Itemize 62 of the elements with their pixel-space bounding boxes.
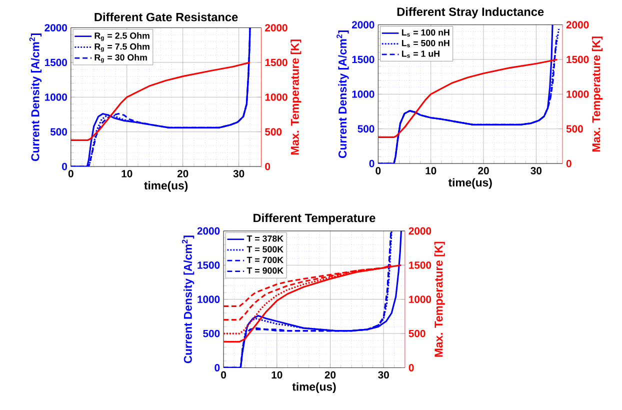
x-tick-label: 10 [122, 170, 132, 178]
y-tick-label: 1500 [45, 58, 67, 66]
chart-title: Different Temperature [254, 213, 376, 224]
y2-axis-title: Max. Temperature [K] [290, 39, 302, 154]
chart-title: Different Gate Resistance [94, 12, 238, 22]
y2-tick-label: 1500 [566, 56, 589, 63]
legend-label: T = 700K [246, 256, 284, 263]
x-axis-title: time(us) [448, 178, 492, 189]
chart-title: Different Stray Inductance [397, 7, 544, 18]
x-tick-label: 20 [324, 371, 336, 378]
y2-tick-label: 1500 [265, 58, 288, 66]
y2-tick-label: 500 [408, 330, 426, 338]
y-tick-label: 1000 [45, 93, 67, 101]
y-tick-label: 500 [50, 128, 67, 136]
y2-tick-label: 0 [566, 160, 572, 168]
x-tick-label: 20 [177, 170, 188, 178]
x-axis-title: time(us) [292, 382, 336, 393]
y2-axis-title: Max. Temperature [K] [592, 36, 602, 152]
y-tick-label: 500 [358, 125, 374, 132]
y2-tick-label: 1000 [566, 90, 589, 98]
legend-label: L$_{s}$ = 100 nH [402, 29, 450, 36]
y-tick-label: 1500 [198, 261, 220, 269]
y-tick-label: 500 [203, 330, 220, 338]
legend-label: T = 500K [246, 246, 284, 252]
y-axis-title: Current Density [A/cm$^{2}$] [182, 236, 194, 363]
x-tick-label: 10 [426, 166, 436, 174]
y2-tick-label: 2000 [265, 24, 288, 32]
legend-label: R$_{g}$ = 7.5 Ohm [94, 43, 150, 52]
x-tick-label: 30 [530, 166, 542, 174]
y2-tick-label: 1000 [265, 93, 288, 101]
legend-label: L$_{s}$ = 1 uH [402, 50, 440, 58]
legend-label: L$_{s}$ = 500 nH [402, 40, 450, 48]
y-tick-label: 1500 [352, 56, 374, 63]
x-tick-label: 30 [378, 371, 389, 378]
y-tick-label: 2000 [352, 20, 374, 28]
y2-axis-title: Max. Temperature [K] [434, 242, 445, 357]
y2-tick-label: 1500 [409, 261, 432, 269]
y2-tick-label: 2000 [408, 227, 432, 234]
legend-label: R$_{g}$ = 30 Ohm [94, 54, 147, 63]
y2-tick-label: 1000 [409, 295, 432, 303]
y2-tick-label: 500 [566, 125, 583, 132]
x-axis-title: time(us) [144, 181, 188, 192]
x-tick-label: 0 [68, 170, 74, 178]
y-tick-label: 1000 [352, 90, 374, 98]
x-tick-label: 0 [221, 371, 226, 378]
x-tick-label: 0 [376, 166, 381, 174]
y-tick-label: 1000 [198, 296, 220, 303]
y-tick-label: 2000 [44, 24, 67, 32]
legend-label: T = 900K [246, 267, 284, 274]
y-axis-title: Current Density [A/cm$^{2}$] [336, 30, 349, 158]
y2-tick-label: 0 [408, 364, 414, 372]
y-tick-label: 0 [214, 364, 220, 372]
legend-label: R$_{g}$ = 2.5 Ohm [94, 32, 150, 41]
x-tick-label: 30 [233, 170, 244, 178]
y2-tick-label: 2000 [566, 20, 589, 28]
y2-tick-label: 500 [265, 128, 282, 136]
x-tick-label: 10 [272, 371, 282, 378]
y-tick-label: 2000 [197, 227, 220, 234]
legend-label: T = 378K [246, 235, 284, 242]
y-axis-title: Current Density [A/cm$^{2}$] [29, 33, 42, 161]
y-tick-label: 0 [369, 160, 374, 168]
x-tick-label: 20 [478, 166, 489, 174]
